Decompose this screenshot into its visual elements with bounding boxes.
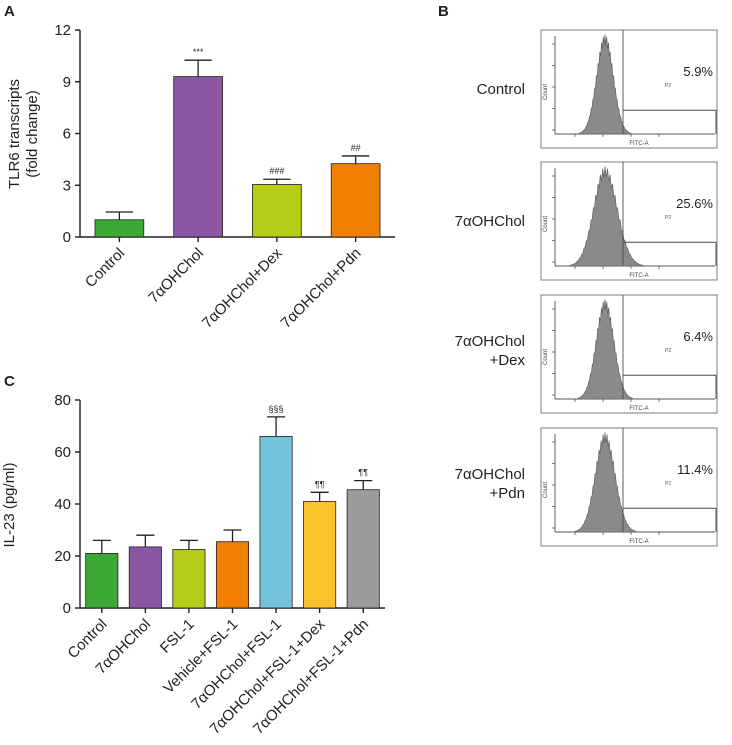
chart-a-ylabel-line1: TLR6 transcripts [6, 79, 23, 189]
y-tick-label: 20 [54, 548, 71, 565]
bar [259, 435, 293, 609]
bar [346, 489, 380, 609]
bar [303, 500, 337, 609]
significance-label: §§§ [269, 404, 284, 414]
significance-label: ## [351, 143, 361, 153]
x-category-label: FSL-1 [157, 616, 198, 657]
panel-a-letter: A [4, 3, 15, 20]
significance-label: *** [193, 47, 204, 57]
facs-histogram [578, 34, 632, 135]
y-tick-label: 12 [54, 22, 71, 39]
facs-sample-name: 7αOHChol [455, 213, 525, 230]
significance-label: ¶¶ [315, 479, 325, 489]
facs-x-axis-label: FITC-A [629, 141, 648, 147]
facs-sample-name: 7αOHChol [455, 466, 525, 483]
x-category-label: 7αOHChol+Pdn [278, 245, 365, 332]
facs-gate-label: P2 [665, 83, 671, 89]
y-tick-label: 0 [63, 229, 71, 246]
bar [128, 546, 162, 609]
facs-gate-label: P2 [665, 348, 671, 354]
y-tick-label: 40 [54, 496, 71, 513]
y-tick-label: 0 [63, 600, 71, 617]
facs-percent: 25.6% [676, 196, 713, 211]
facs-y-axis-label: Count [543, 216, 549, 232]
panel-b-facs: Control Count FITC-A P2 5.9% 7αOHChol Count FIT… [455, 29, 718, 547]
facs-percent: 11.4% [677, 462, 713, 477]
chart-a-tlr6: TLR6 transcripts (fold change) 0 3 6 9 12 Con… [6, 22, 395, 332]
bar [85, 553, 119, 609]
y-tick-label: 6 [63, 126, 71, 143]
facs-percent: 6.4% [683, 329, 713, 344]
facs-sample-name-line2: +Dex [490, 352, 526, 369]
x-category-label: 7αOHChol [145, 245, 207, 307]
facs-gate-label: P2 [665, 481, 671, 487]
y-tick-label: 80 [54, 392, 71, 409]
panel-b-letter: B [438, 3, 449, 20]
x-category-label: 7αOHChol+Dex [199, 244, 286, 331]
facs-histogram [574, 432, 637, 533]
facs-percent: 5.9% [683, 64, 713, 79]
facs-plot-frame [540, 29, 718, 149]
y-tick-label: 9 [63, 74, 71, 91]
facs-histogram [577, 299, 634, 400]
chart-a-ylabel-line2: (fold change) [24, 90, 41, 178]
bar [252, 183, 302, 238]
facs-plot-frame [540, 427, 718, 547]
bar [94, 219, 145, 238]
bar [172, 549, 206, 609]
facs-x-axis-label: FITC-A [629, 406, 648, 412]
facs-sample-name: Control [477, 81, 525, 98]
significance-label: ### [269, 166, 284, 176]
facs-y-axis-label: Count [543, 349, 549, 365]
y-tick-label: 3 [63, 177, 71, 194]
facs-sample-name-line2: +Pdn [490, 485, 525, 502]
facs-y-axis-label: Count [543, 84, 549, 100]
facs-y-axis-label: Count [543, 482, 549, 498]
facs-plot-frame [540, 294, 718, 414]
facs-gate-label: P2 [665, 215, 671, 221]
y-tick-label: 60 [54, 444, 71, 461]
significance-label: ¶¶ [358, 468, 368, 478]
facs-sample-name: 7αOHChol [455, 333, 525, 350]
panel-c-letter: C [4, 373, 15, 390]
bar [330, 163, 381, 238]
facs-x-axis-label: FITC-A [629, 273, 648, 279]
facs-x-axis-label: FITC-A [629, 539, 648, 545]
bar [173, 76, 223, 238]
bar [215, 541, 250, 609]
chart-c-ylabel: IL-23 (pg/ml) [1, 462, 18, 547]
facs-histogram [569, 166, 644, 267]
x-category-label: Control [82, 245, 128, 291]
